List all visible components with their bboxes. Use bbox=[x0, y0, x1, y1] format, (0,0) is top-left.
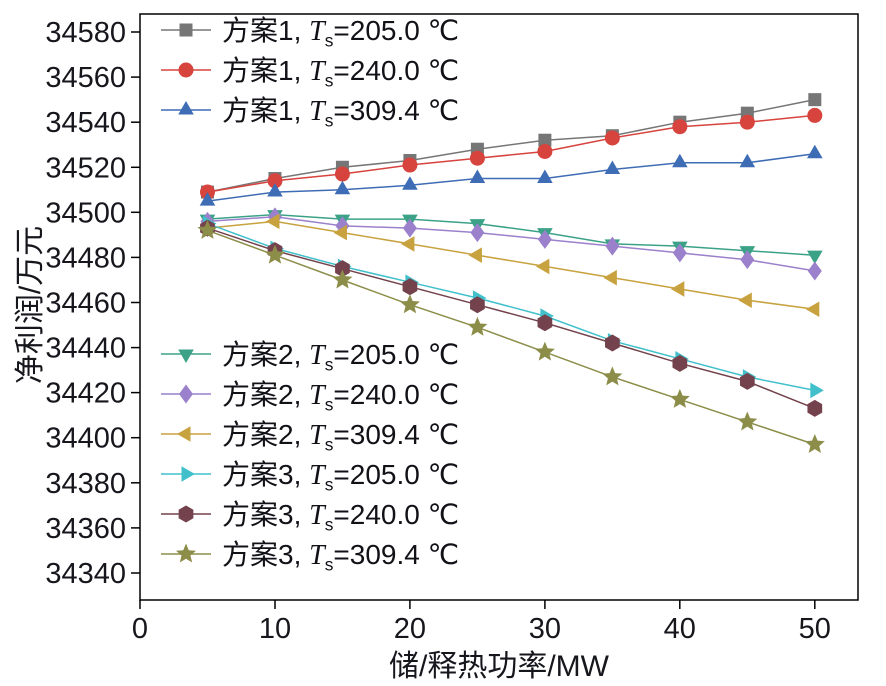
y-tick-label: 34520 bbox=[45, 152, 126, 184]
series-8-line bbox=[207, 229, 816, 446]
x-tick-label: 0 bbox=[132, 613, 148, 645]
y-tick-label: 34420 bbox=[45, 378, 126, 410]
legend-item-8: 方案3, Ts=309.4 ℃ bbox=[160, 534, 459, 574]
legend-label: 方案2, Ts=205.0 ℃ bbox=[222, 338, 460, 375]
y-tick-label: 34580 bbox=[45, 17, 126, 49]
star-marker-icon bbox=[161, 543, 211, 563]
series-1-line bbox=[207, 114, 815, 193]
legend-label: 方案3, Ts=205.0 ℃ bbox=[222, 458, 460, 495]
legend-scheme1: 方案1, Ts=205.0 ℃ 方案1, Ts=240.0 ℃ 方案1, Ts=30… bbox=[160, 10, 459, 130]
legend-item-1: 方案1, Ts=240.0 ℃ bbox=[160, 50, 459, 90]
legend-item-0: 方案1, Ts=205.0 ℃ bbox=[160, 10, 459, 50]
series-2-markers bbox=[199, 144, 823, 206]
y-tick-label: 34360 bbox=[45, 513, 126, 545]
x-tick-label: 30 bbox=[529, 613, 561, 645]
axes: 0 10 20 30 40 50 34340 34360 34380 34400 34420 3444… bbox=[45, 13, 859, 645]
series-4-line bbox=[207, 216, 815, 272]
y-tick-label: 34400 bbox=[45, 423, 126, 455]
legend-item-2: 方案1, Ts=309.4 ℃ bbox=[160, 90, 459, 130]
y-tick-label: 34440 bbox=[45, 333, 126, 365]
series-5-markers bbox=[198, 213, 820, 318]
y-tick-label: 34480 bbox=[45, 242, 126, 274]
series-2-line bbox=[207, 152, 815, 202]
series-5-line bbox=[207, 220, 815, 311]
y-tick-label: 34540 bbox=[45, 107, 126, 139]
hexagon-marker-icon bbox=[161, 505, 211, 523]
diamond-marker-icon bbox=[161, 384, 211, 404]
y-tick-label: 34460 bbox=[45, 288, 126, 320]
legend-item-7: 方案3, Ts=240.0 ℃ bbox=[160, 494, 459, 534]
legend-item-5: 方案2, Ts=309.4 ℃ bbox=[160, 414, 459, 454]
triangle-right-marker-icon bbox=[161, 466, 211, 482]
series-4-markers bbox=[200, 207, 822, 281]
x-tick-label: 20 bbox=[394, 613, 426, 645]
y-tick-label: 34380 bbox=[45, 468, 126, 500]
y-tick-label: 34340 bbox=[45, 558, 126, 590]
circle-marker-icon bbox=[161, 62, 211, 78]
legend-scheme2-scheme3: 方案2, Ts=205.0 ℃ 方案2, Ts=240.0 ℃ 方案2, Ts=30… bbox=[160, 334, 459, 574]
legend-label: 方案3, Ts=240.0 ℃ bbox=[222, 498, 460, 535]
square-marker-icon bbox=[161, 23, 211, 37]
y-tick-label: 34500 bbox=[45, 197, 126, 229]
series-6-line bbox=[207, 222, 815, 392]
legend-label: 方案1, Ts=205.0 ℃ bbox=[222, 14, 460, 51]
x-tick-label: 50 bbox=[799, 613, 831, 645]
x-tick-label: 40 bbox=[664, 613, 696, 645]
legend-label: 方案2, Ts=309.4 ℃ bbox=[222, 418, 460, 455]
series-3-line bbox=[207, 213, 815, 256]
series-1-markers bbox=[199, 107, 823, 200]
legend-label: 方案1, Ts=240.0 ℃ bbox=[222, 54, 460, 91]
triangle-down-marker-icon bbox=[161, 349, 211, 363]
x-axis-label: 储/释热功率/MW bbox=[389, 650, 609, 683]
legend-label: 方案2, Ts=240.0 ℃ bbox=[222, 378, 460, 415]
legend-item-4: 方案2, Ts=240.0 ℃ bbox=[160, 374, 459, 414]
x-tick-label: 10 bbox=[259, 613, 291, 645]
series-8-markers bbox=[197, 219, 825, 453]
series-7-line bbox=[207, 227, 816, 410]
y-axis-label: 净利润/万元 bbox=[14, 225, 47, 385]
legend-item-6: 方案3, Ts=205.0 ℃ bbox=[160, 454, 459, 494]
y-tick-label: 34560 bbox=[45, 62, 126, 94]
series-0-line bbox=[207, 98, 815, 193]
legend-label: 方案1, Ts=309.4 ℃ bbox=[222, 94, 460, 131]
legend-item-3: 方案2, Ts=205.0 ℃ bbox=[160, 334, 459, 374]
triangle-up-marker-icon bbox=[161, 101, 211, 115]
legend-label: 方案3, Ts=309.4 ℃ bbox=[222, 538, 460, 575]
triangle-left-marker-icon bbox=[161, 426, 211, 442]
